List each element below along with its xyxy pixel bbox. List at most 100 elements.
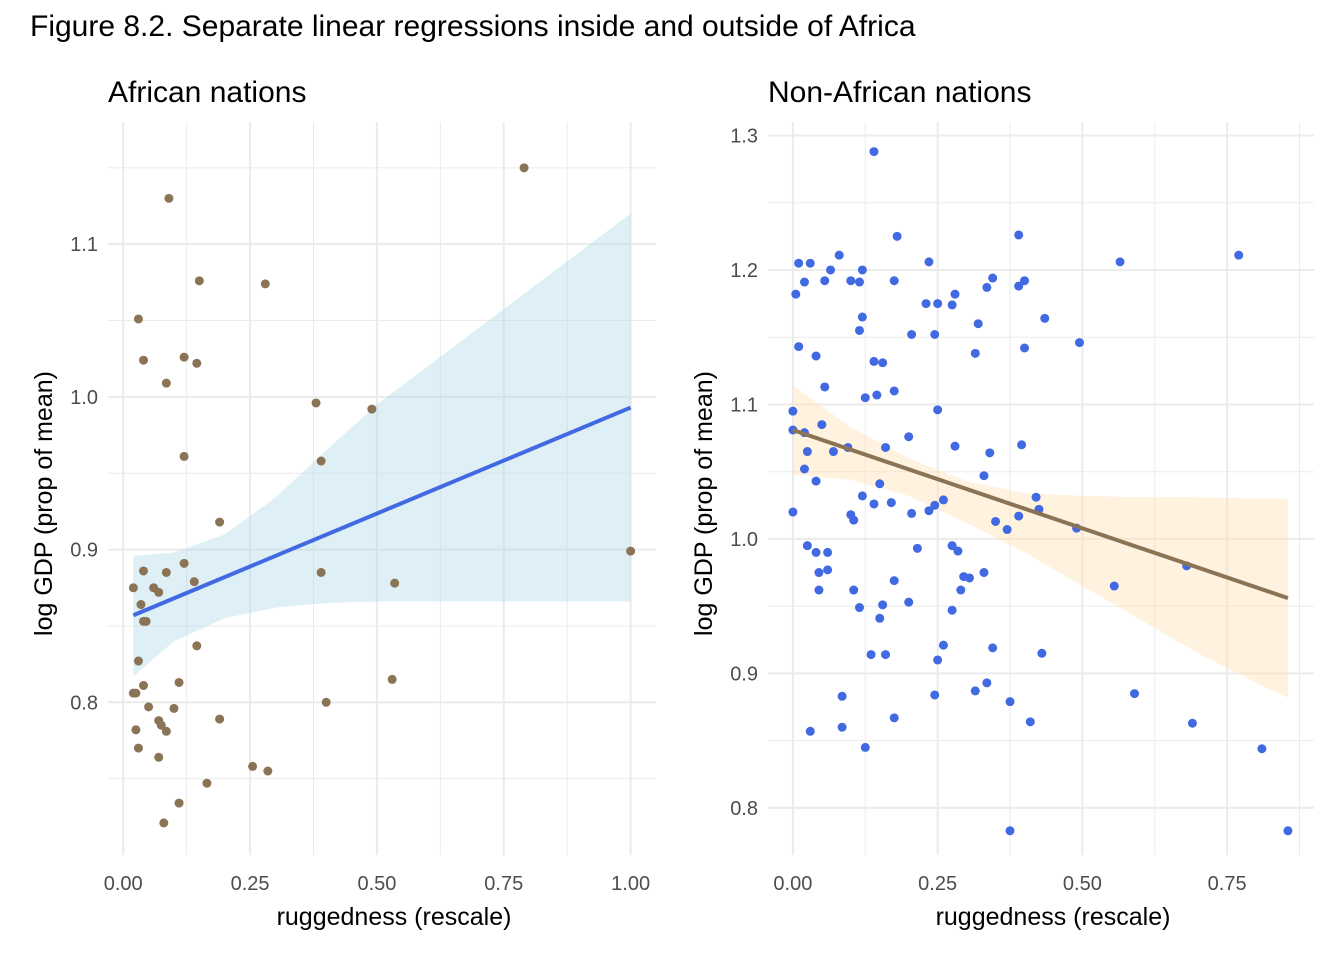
- data-point: [321, 697, 331, 707]
- confidence-band: [792, 385, 1288, 698]
- data-point: [982, 678, 992, 688]
- y-tick-label: 1.1: [730, 394, 758, 416]
- data-point: [953, 546, 963, 556]
- data-point: [367, 404, 377, 414]
- data-point: [907, 330, 917, 340]
- data-point: [161, 567, 171, 577]
- data-point: [875, 613, 885, 623]
- data-point: [846, 276, 856, 286]
- data-point: [179, 558, 189, 568]
- data-point: [814, 568, 824, 578]
- data-point: [933, 405, 943, 415]
- data-point: [820, 382, 830, 392]
- data-point: [139, 680, 149, 690]
- data-point: [802, 541, 812, 551]
- data-point: [794, 342, 804, 352]
- confidence-band: [133, 213, 631, 677]
- data-point: [1187, 718, 1197, 728]
- x-tick-label: 0.25: [918, 873, 957, 895]
- data-point: [192, 641, 202, 651]
- x-tick-label: 0.00: [104, 873, 143, 895]
- data-point: [1019, 276, 1029, 286]
- data-point: [799, 277, 809, 287]
- data-point: [1075, 338, 1085, 348]
- y-axis-label: log GDP (prop of mean): [690, 371, 718, 636]
- data-point: [823, 565, 833, 575]
- data-point: [892, 231, 902, 241]
- data-point: [860, 742, 870, 752]
- data-point: [131, 725, 141, 735]
- data-point: [811, 351, 821, 361]
- data-point: [857, 265, 867, 275]
- data-point: [849, 515, 859, 525]
- data-point: [1283, 826, 1293, 836]
- y-tick-label: 1.2: [730, 260, 758, 282]
- y-tick-label: 1.1: [70, 234, 98, 256]
- data-point: [872, 390, 882, 400]
- x-tick-label: 0.25: [231, 873, 270, 895]
- panel-title: African nations: [108, 76, 306, 109]
- data-point: [805, 726, 815, 736]
- data-point: [950, 441, 960, 451]
- data-point: [938, 640, 948, 650]
- y-tick-label: 1.0: [70, 387, 98, 409]
- data-point: [875, 479, 885, 489]
- data-point: [828, 447, 838, 457]
- data-point: [947, 605, 957, 615]
- data-point: [947, 300, 957, 310]
- y-tick-label: 0.8: [70, 692, 98, 714]
- data-point: [174, 677, 184, 687]
- data-point: [857, 491, 867, 501]
- figure-title: Figure 8.2. Separate linear regressions …: [30, 10, 916, 43]
- data-point: [930, 690, 940, 700]
- data-point: [930, 330, 940, 340]
- data-point: [1115, 257, 1125, 267]
- data-point: [1002, 525, 1012, 535]
- data-point: [189, 577, 199, 587]
- data-point: [982, 282, 992, 292]
- data-point: [174, 798, 184, 808]
- data-point: [136, 600, 146, 610]
- data-point: [141, 616, 151, 626]
- data-point: [881, 442, 891, 452]
- data-point: [823, 547, 833, 557]
- data-point: [817, 420, 827, 430]
- data-point: [979, 471, 989, 481]
- data-point: [788, 507, 798, 517]
- data-point: [950, 289, 960, 299]
- y-tick-label: 0.8: [730, 798, 758, 820]
- data-point: [802, 447, 812, 457]
- data-point: [192, 358, 202, 368]
- data-point: [316, 567, 326, 577]
- data-point: [837, 722, 847, 732]
- data-point: [1019, 343, 1029, 353]
- data-point: [991, 516, 1001, 526]
- data-point: [904, 597, 914, 607]
- data-point: [826, 265, 836, 275]
- data-point: [912, 543, 922, 553]
- data-point: [626, 546, 636, 556]
- data-point: [1005, 697, 1015, 707]
- data-point: [854, 603, 864, 613]
- data-point: [1040, 313, 1050, 323]
- data-point: [907, 508, 917, 518]
- data-point: [834, 250, 844, 260]
- data-point: [881, 650, 891, 660]
- data-point: [820, 276, 830, 286]
- grid: [768, 122, 1314, 855]
- data-point: [1014, 230, 1024, 240]
- data-point: [930, 500, 940, 510]
- x-tick-label: 0.00: [773, 873, 812, 895]
- data-point: [979, 568, 989, 578]
- data-point: [248, 761, 258, 771]
- data-point: [128, 583, 138, 593]
- data-point: [161, 378, 171, 388]
- data-point: [805, 258, 815, 268]
- data-point: [1109, 581, 1119, 591]
- y-axis-label: log GDP (prop of mean): [30, 371, 58, 636]
- data-point: [519, 163, 529, 173]
- data-point: [889, 713, 899, 723]
- data-point: [179, 352, 189, 362]
- y-tick-label: 0.9: [730, 663, 758, 685]
